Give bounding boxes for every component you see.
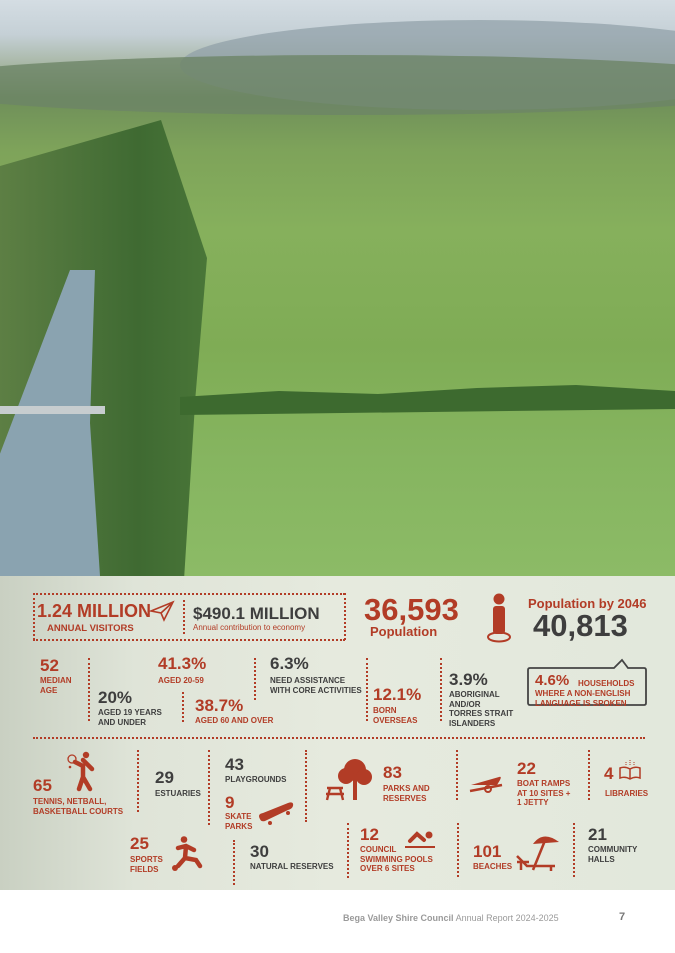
playgrounds-label: PLAYGROUNDS — [225, 775, 287, 784]
boat-trailer-icon — [469, 776, 503, 793]
beaches-value: 101 — [473, 842, 502, 861]
population-2046-label: Population by 2046 — [528, 596, 647, 611]
statistics-infographic — [0, 576, 675, 890]
aged-under-19-label: AGED 19 YEARS AND UNDER — [98, 708, 162, 727]
person-icon — [487, 593, 511, 643]
community-halls-value: 21 — [588, 825, 607, 844]
born-overseas-value: 12.1% — [373, 685, 422, 704]
aboriginal-label: ABORIGINAL AND/OR TORRES STRAIT ISLANDERS — [449, 690, 514, 728]
book-icon — [619, 760, 641, 780]
visitors-value: 1.24 MILLION — [37, 601, 152, 621]
estuaries-label: ESTUARIES — [155, 789, 201, 798]
aged-under-19-value: 20% — [98, 688, 133, 707]
median-age-value: 52 — [40, 656, 59, 675]
footer-report: Annual Report 2024-2025 — [455, 913, 559, 923]
speech-bubble — [527, 658, 647, 706]
population-value: 36,593 — [364, 592, 459, 627]
skate-parks-value: 9 — [225, 793, 235, 812]
natural-reserves-label: NATURAL RESERVES — [250, 862, 334, 871]
sports-fields-value: 25 — [130, 834, 149, 853]
skate-parks-label: SKATE PARKS — [225, 812, 253, 831]
footer: Bega Valley Shire Council Annual Report … — [343, 914, 559, 923]
tree-picnic-icon — [325, 759, 372, 801]
sports-fields-label: SPORTS FIELDS — [130, 855, 163, 874]
non-english-value: 4.6% — [535, 672, 570, 689]
pools-label: COUNCIL SWIMMING POOLS OVER 6 SITES — [360, 845, 433, 873]
pools-value: 12 — [360, 825, 379, 844]
non-english-label-1: HOUSEHOLDS — [578, 679, 635, 688]
swimmer-icon — [405, 831, 435, 848]
aerial-landscape-photo — [0, 0, 675, 576]
boat-ramps-label: BOAT RAMPS AT 10 SITES +1 JETTY — [517, 779, 571, 807]
non-english-label: WHERE A NON-ENGLISH LANGUAGE IS SPOKEN — [535, 689, 631, 708]
estuaries-value: 29 — [155, 768, 174, 787]
born-overseas-label: BORN OVERSEAS — [373, 706, 418, 725]
aged-20-59-label: AGED 20-59 — [158, 676, 204, 685]
tennis-player-icon — [67, 751, 95, 792]
median-age-label: MEDIAN AGE — [40, 676, 72, 695]
libraries-label: LIBRARIES — [605, 789, 649, 798]
economy-label: Annual contribution to economy — [193, 623, 306, 632]
boat-ramps-value: 22 — [517, 759, 536, 778]
skateboard-icon — [259, 802, 294, 825]
population-2046-value: 40,813 — [533, 608, 628, 643]
beach-umbrella-icon — [516, 836, 559, 871]
aged-60-over-value: 38.7% — [195, 696, 244, 715]
population-label: Population — [370, 624, 438, 639]
parks-value: 83 — [383, 763, 402, 782]
courts-value: 65 — [33, 776, 52, 795]
parks-label: PARKS AND RESERVES — [383, 784, 430, 803]
beaches-label: BEACHES — [473, 862, 513, 871]
assistance-value: 6.3% — [270, 654, 309, 673]
page-number: 7 — [619, 911, 626, 923]
soccer-player-icon — [172, 836, 203, 871]
playgrounds-value: 43 — [225, 755, 244, 774]
visitors-label: ANNUAL VISITORS — [47, 623, 134, 634]
aged-60-over-label: AGED 60 AND OVER — [195, 716, 274, 725]
courts-label: TENNIS, NETBALL, BASKETBALL COURTS — [33, 797, 124, 816]
aboriginal-value: 3.9% — [449, 670, 488, 689]
aged-20-59-value: 41.3% — [158, 654, 207, 673]
paper-plane-icon — [148, 600, 175, 622]
economy-value: $490.1 MILLION — [193, 604, 320, 623]
assistance-label: NEED ASSISTANCE WITH CORE ACTIVITIES — [270, 676, 362, 695]
community-halls-label: COMMUNITY HALLS — [588, 845, 638, 864]
footer-org: Bega Valley Shire Council — [343, 913, 454, 923]
libraries-value: 4 — [604, 764, 614, 783]
natural-reserves-value: 30 — [250, 842, 269, 861]
